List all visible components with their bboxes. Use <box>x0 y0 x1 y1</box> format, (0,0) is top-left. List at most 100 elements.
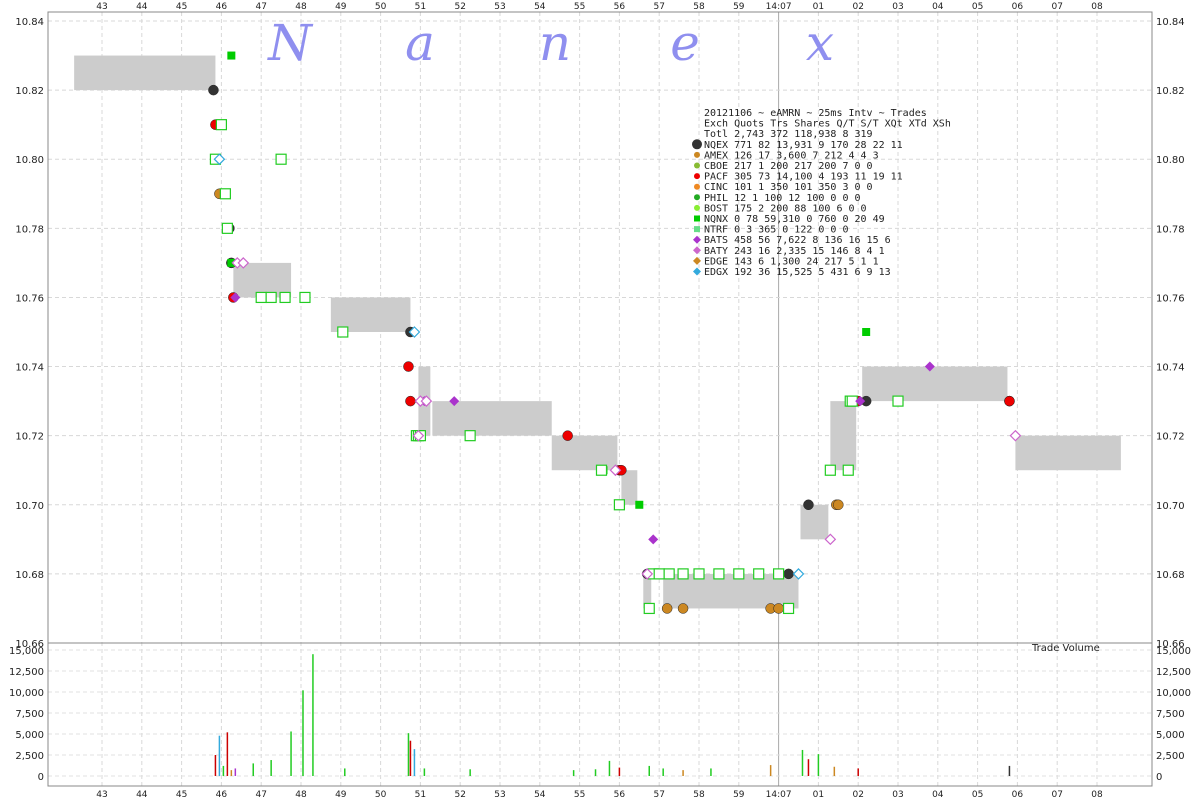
volume-bar <box>469 769 471 776</box>
trade-point <box>227 258 236 267</box>
table-row: BATY 243 16 2,335 15 146 8 4 1 <box>704 246 885 257</box>
trade-point <box>230 292 241 303</box>
x-tick-label-bottom: 54 <box>534 790 546 800</box>
volume-tick-label-left: 10,000 <box>9 688 44 699</box>
price-tick-label-right: 10.76 <box>1156 293 1185 304</box>
volume-bar <box>409 740 412 776</box>
nbbo-band <box>862 366 1008 402</box>
x-tick-label-bottom: 04 <box>932 790 944 800</box>
volume-bar <box>1008 765 1011 776</box>
volume-bar <box>312 654 314 776</box>
trade-point <box>855 396 866 407</box>
trade-point <box>862 328 871 336</box>
x-tick-label-top: 04 <box>932 2 944 12</box>
table-row: PHIL 12 1 100 12 100 0 0 0 <box>704 193 861 204</box>
volume-bar <box>807 759 810 776</box>
trade-point <box>464 430 476 442</box>
x-tick-label-bottom: 05 <box>972 790 983 800</box>
table-row: EDGX 192 36 15,525 5 431 6 9 13 <box>704 267 891 278</box>
watermark-letter: N <box>267 14 314 72</box>
x-tick-label-bottom: 02 <box>852 790 863 800</box>
volume-bar <box>230 770 233 776</box>
trade-point <box>208 84 219 96</box>
volume-tick-label-left: 7,500 <box>15 709 44 720</box>
table-row-marker <box>694 162 700 169</box>
trade-point <box>753 568 765 580</box>
trade-point <box>613 499 626 511</box>
volume-tick-label-left: 0 <box>38 772 44 783</box>
nbbo-band <box>233 262 292 298</box>
trade-point <box>215 119 227 131</box>
price-tick-label-right: 10.70 <box>1156 501 1185 512</box>
trade-point <box>275 153 287 165</box>
trade-point <box>824 533 837 546</box>
x-tick-label-bottom: 58 <box>693 790 705 800</box>
x-tick-label-top: 55 <box>574 2 585 12</box>
watermark-letter: a <box>405 14 435 72</box>
nbbo-band <box>432 401 552 436</box>
price-tick-label-left: 10.80 <box>15 155 44 166</box>
price-tick-label-left: 10.68 <box>15 570 44 581</box>
table-row: BATS 458 56 7,622 8 136 16 15 6 <box>704 235 891 246</box>
x-tick-label-top: 47 <box>255 2 266 12</box>
trade-point <box>648 534 659 545</box>
volume-bar <box>423 768 426 776</box>
volume-bar <box>234 768 237 776</box>
table-row-marker <box>692 139 702 150</box>
x-tick-label-top: 49 <box>335 2 347 12</box>
volume-bar <box>302 690 304 776</box>
volume-bar <box>290 731 292 776</box>
table-row-marker <box>694 204 700 211</box>
table-header: Exch Quots Trs Shares Q/T S/T XQt XTd XS… <box>704 119 951 130</box>
x-tick-label-top: 46 <box>216 2 228 12</box>
volume-bar <box>252 763 254 776</box>
trade-point <box>562 430 573 441</box>
table-title: 20121106 ~ eAMRN ~ 25ms Intv ~ Trades <box>704 108 927 119</box>
table-row-marker <box>694 215 700 222</box>
x-tick-label-top: 51 <box>415 2 426 12</box>
trade-point <box>403 361 414 372</box>
watermark-letter: x <box>806 14 834 72</box>
trade-point <box>265 291 277 304</box>
trade-point <box>643 602 655 615</box>
nbbo-band <box>330 297 411 332</box>
nbbo-band <box>663 573 799 609</box>
trade-point <box>824 464 836 476</box>
trade-point <box>924 361 935 372</box>
trade-point <box>892 395 904 407</box>
trade-point <box>833 499 844 511</box>
x-tick-label-top: 54 <box>534 2 546 12</box>
table-row: NTRF 0 3 365 0 122 0 0 0 <box>704 225 849 236</box>
x-tick-label-bottom: 06 <box>1012 790 1024 800</box>
volume-bar <box>218 735 221 776</box>
volume-bar <box>413 749 416 776</box>
x-tick-label-bottom: 08 <box>1091 790 1103 800</box>
x-tick-label-bottom: 50 <box>375 790 387 800</box>
x-tick-label-top: 06 <box>1012 2 1024 12</box>
trade-point <box>677 603 689 614</box>
x-tick-label-bottom: 51 <box>415 790 426 800</box>
volume-tick-label-right: 7,500 <box>1156 709 1185 720</box>
volume-bar <box>857 768 859 776</box>
volume-tick-label-right: 15,000 <box>1156 646 1191 657</box>
nbbo-band <box>643 573 652 609</box>
table-row: NQEX 771 82 13,931 9 170 28 22 11 <box>704 140 903 151</box>
x-tick-label-top: 45 <box>176 2 187 12</box>
price-tick-label-left: 10.78 <box>15 224 44 235</box>
volume-label: Trade Volume <box>1031 643 1100 654</box>
volume-bar <box>817 754 820 776</box>
trade-point <box>237 257 250 269</box>
trade-point <box>663 568 675 580</box>
x-tick-label-top: 53 <box>494 2 505 12</box>
price-tick-label-right: 10.72 <box>1156 432 1185 443</box>
volume-tick-label-left: 15,000 <box>9 646 44 657</box>
volume-bar <box>594 769 597 776</box>
x-tick-label-top: 44 <box>136 2 148 12</box>
volume-tick-label-right: 0 <box>1156 772 1162 783</box>
x-tick-label-top: 01 <box>813 2 824 12</box>
table-row-marker <box>693 256 701 265</box>
plot-frame <box>47 11 1153 787</box>
trade-point <box>773 603 784 614</box>
volume-bar <box>801 749 804 776</box>
